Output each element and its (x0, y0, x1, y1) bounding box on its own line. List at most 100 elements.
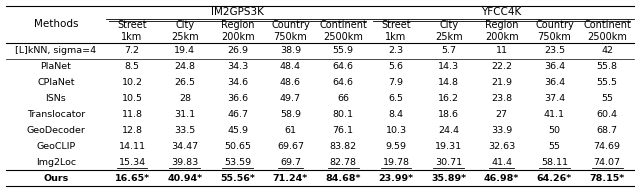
Text: 7.2: 7.2 (125, 46, 140, 55)
Text: 36.6: 36.6 (227, 94, 248, 103)
Text: 40.94*: 40.94* (167, 174, 202, 183)
Text: 35.89*: 35.89* (431, 174, 467, 183)
Text: 49.7: 49.7 (280, 94, 301, 103)
Text: Region
200km: Region 200km (484, 20, 518, 42)
Text: Img2Loc: Img2Loc (36, 158, 76, 167)
Text: YFCC4K: YFCC4K (481, 7, 522, 17)
Text: Methods: Methods (34, 19, 78, 29)
Text: 53.59: 53.59 (224, 158, 251, 167)
Text: ISNs: ISNs (45, 94, 67, 103)
Text: 12.8: 12.8 (122, 126, 143, 135)
Text: 58.9: 58.9 (280, 110, 301, 119)
Text: 5.7: 5.7 (442, 46, 456, 55)
Text: 11.8: 11.8 (122, 110, 143, 119)
Text: 23.8: 23.8 (491, 94, 512, 103)
Text: 36.4: 36.4 (544, 62, 565, 71)
Text: [L]kNN, sigma=4: [L]kNN, sigma=4 (15, 46, 97, 55)
Text: 68.7: 68.7 (596, 126, 618, 135)
Text: GeoCLIP: GeoCLIP (36, 142, 76, 151)
Text: 48.4: 48.4 (280, 62, 301, 71)
Text: CPlaNet: CPlaNet (37, 78, 75, 87)
Text: 22.2: 22.2 (491, 62, 512, 71)
Text: 6.5: 6.5 (388, 94, 403, 103)
Text: 38.9: 38.9 (280, 46, 301, 55)
Text: 27: 27 (495, 110, 508, 119)
Text: 10.3: 10.3 (385, 126, 406, 135)
Text: 23.5: 23.5 (544, 46, 565, 55)
Text: 7.9: 7.9 (388, 78, 403, 87)
Text: 58.11: 58.11 (541, 158, 568, 167)
Text: 48.6: 48.6 (280, 78, 301, 87)
Text: 60.4: 60.4 (596, 110, 618, 119)
Text: 28: 28 (179, 94, 191, 103)
Text: 36.4: 36.4 (544, 78, 565, 87)
Text: 74.07: 74.07 (594, 158, 621, 167)
Text: 74.69: 74.69 (594, 142, 621, 151)
Text: 66: 66 (337, 94, 349, 103)
Text: 33.5: 33.5 (174, 126, 195, 135)
Text: 30.71: 30.71 (435, 158, 462, 167)
Text: Translocator: Translocator (27, 110, 85, 119)
Text: 15.34: 15.34 (118, 158, 145, 167)
Text: 84.68*: 84.68* (326, 174, 361, 183)
Text: 2.3: 2.3 (388, 46, 404, 55)
Text: 50: 50 (548, 126, 561, 135)
Text: 55: 55 (601, 94, 613, 103)
Text: 37.4: 37.4 (544, 94, 565, 103)
Text: 21.9: 21.9 (491, 78, 512, 87)
Text: 33.9: 33.9 (491, 126, 512, 135)
Text: Continent
2500km: Continent 2500km (319, 20, 367, 42)
Text: 19.4: 19.4 (174, 46, 195, 55)
Text: 26.5: 26.5 (174, 78, 195, 87)
Text: 5.6: 5.6 (388, 62, 403, 71)
Text: Region
200km: Region 200km (221, 20, 255, 42)
Text: 39.83: 39.83 (171, 158, 198, 167)
Text: 19.31: 19.31 (435, 142, 462, 151)
Text: IM2GPS3K: IM2GPS3K (211, 7, 264, 17)
Text: 34.6: 34.6 (227, 78, 248, 87)
Text: 64.6: 64.6 (333, 62, 354, 71)
Text: Ours: Ours (44, 174, 68, 183)
Text: 31.1: 31.1 (174, 110, 195, 119)
Text: 64.26*: 64.26* (537, 174, 572, 183)
Text: 26.9: 26.9 (227, 46, 248, 55)
Text: Street
1km: Street 1km (117, 20, 147, 42)
Text: 34.47: 34.47 (172, 142, 198, 151)
Text: 55.9: 55.9 (333, 46, 354, 55)
Text: 24.8: 24.8 (174, 62, 195, 71)
Text: 16.65*: 16.65* (115, 174, 150, 183)
Text: 14.3: 14.3 (438, 62, 460, 71)
Text: City
25km: City 25km (171, 20, 198, 42)
Text: 8.4: 8.4 (388, 110, 403, 119)
Text: 69.67: 69.67 (277, 142, 304, 151)
Text: 82.78: 82.78 (330, 158, 356, 167)
Text: Continent
2500km: Continent 2500km (583, 20, 631, 42)
Text: 61: 61 (284, 126, 296, 135)
Text: 32.63: 32.63 (488, 142, 515, 151)
Text: 78.15*: 78.15* (589, 174, 625, 183)
Text: 42: 42 (601, 46, 613, 55)
Text: 76.1: 76.1 (333, 126, 354, 135)
Text: 14.11: 14.11 (118, 142, 145, 151)
Text: GeoDecoder: GeoDecoder (27, 126, 85, 135)
Text: 18.6: 18.6 (438, 110, 460, 119)
Text: 16.2: 16.2 (438, 94, 460, 103)
Text: 50.65: 50.65 (224, 142, 251, 151)
Text: 14.8: 14.8 (438, 78, 460, 87)
Text: 69.7: 69.7 (280, 158, 301, 167)
Text: 9.59: 9.59 (385, 142, 406, 151)
Text: 23.99*: 23.99* (378, 174, 413, 183)
Text: 45.9: 45.9 (227, 126, 248, 135)
Text: 41.1: 41.1 (544, 110, 565, 119)
Text: Country
750km: Country 750km (535, 20, 574, 42)
Text: PlaNet: PlaNet (40, 62, 72, 71)
Text: 55.5: 55.5 (596, 78, 618, 87)
Text: City
25km: City 25km (435, 20, 463, 42)
Text: Country
750km: Country 750km (271, 20, 310, 42)
Text: 55.8: 55.8 (596, 62, 618, 71)
Text: 10.2: 10.2 (122, 78, 143, 87)
Text: 10.5: 10.5 (122, 94, 143, 103)
Text: 41.4: 41.4 (491, 158, 512, 167)
Text: 46.7: 46.7 (227, 110, 248, 119)
Text: 34.3: 34.3 (227, 62, 248, 71)
